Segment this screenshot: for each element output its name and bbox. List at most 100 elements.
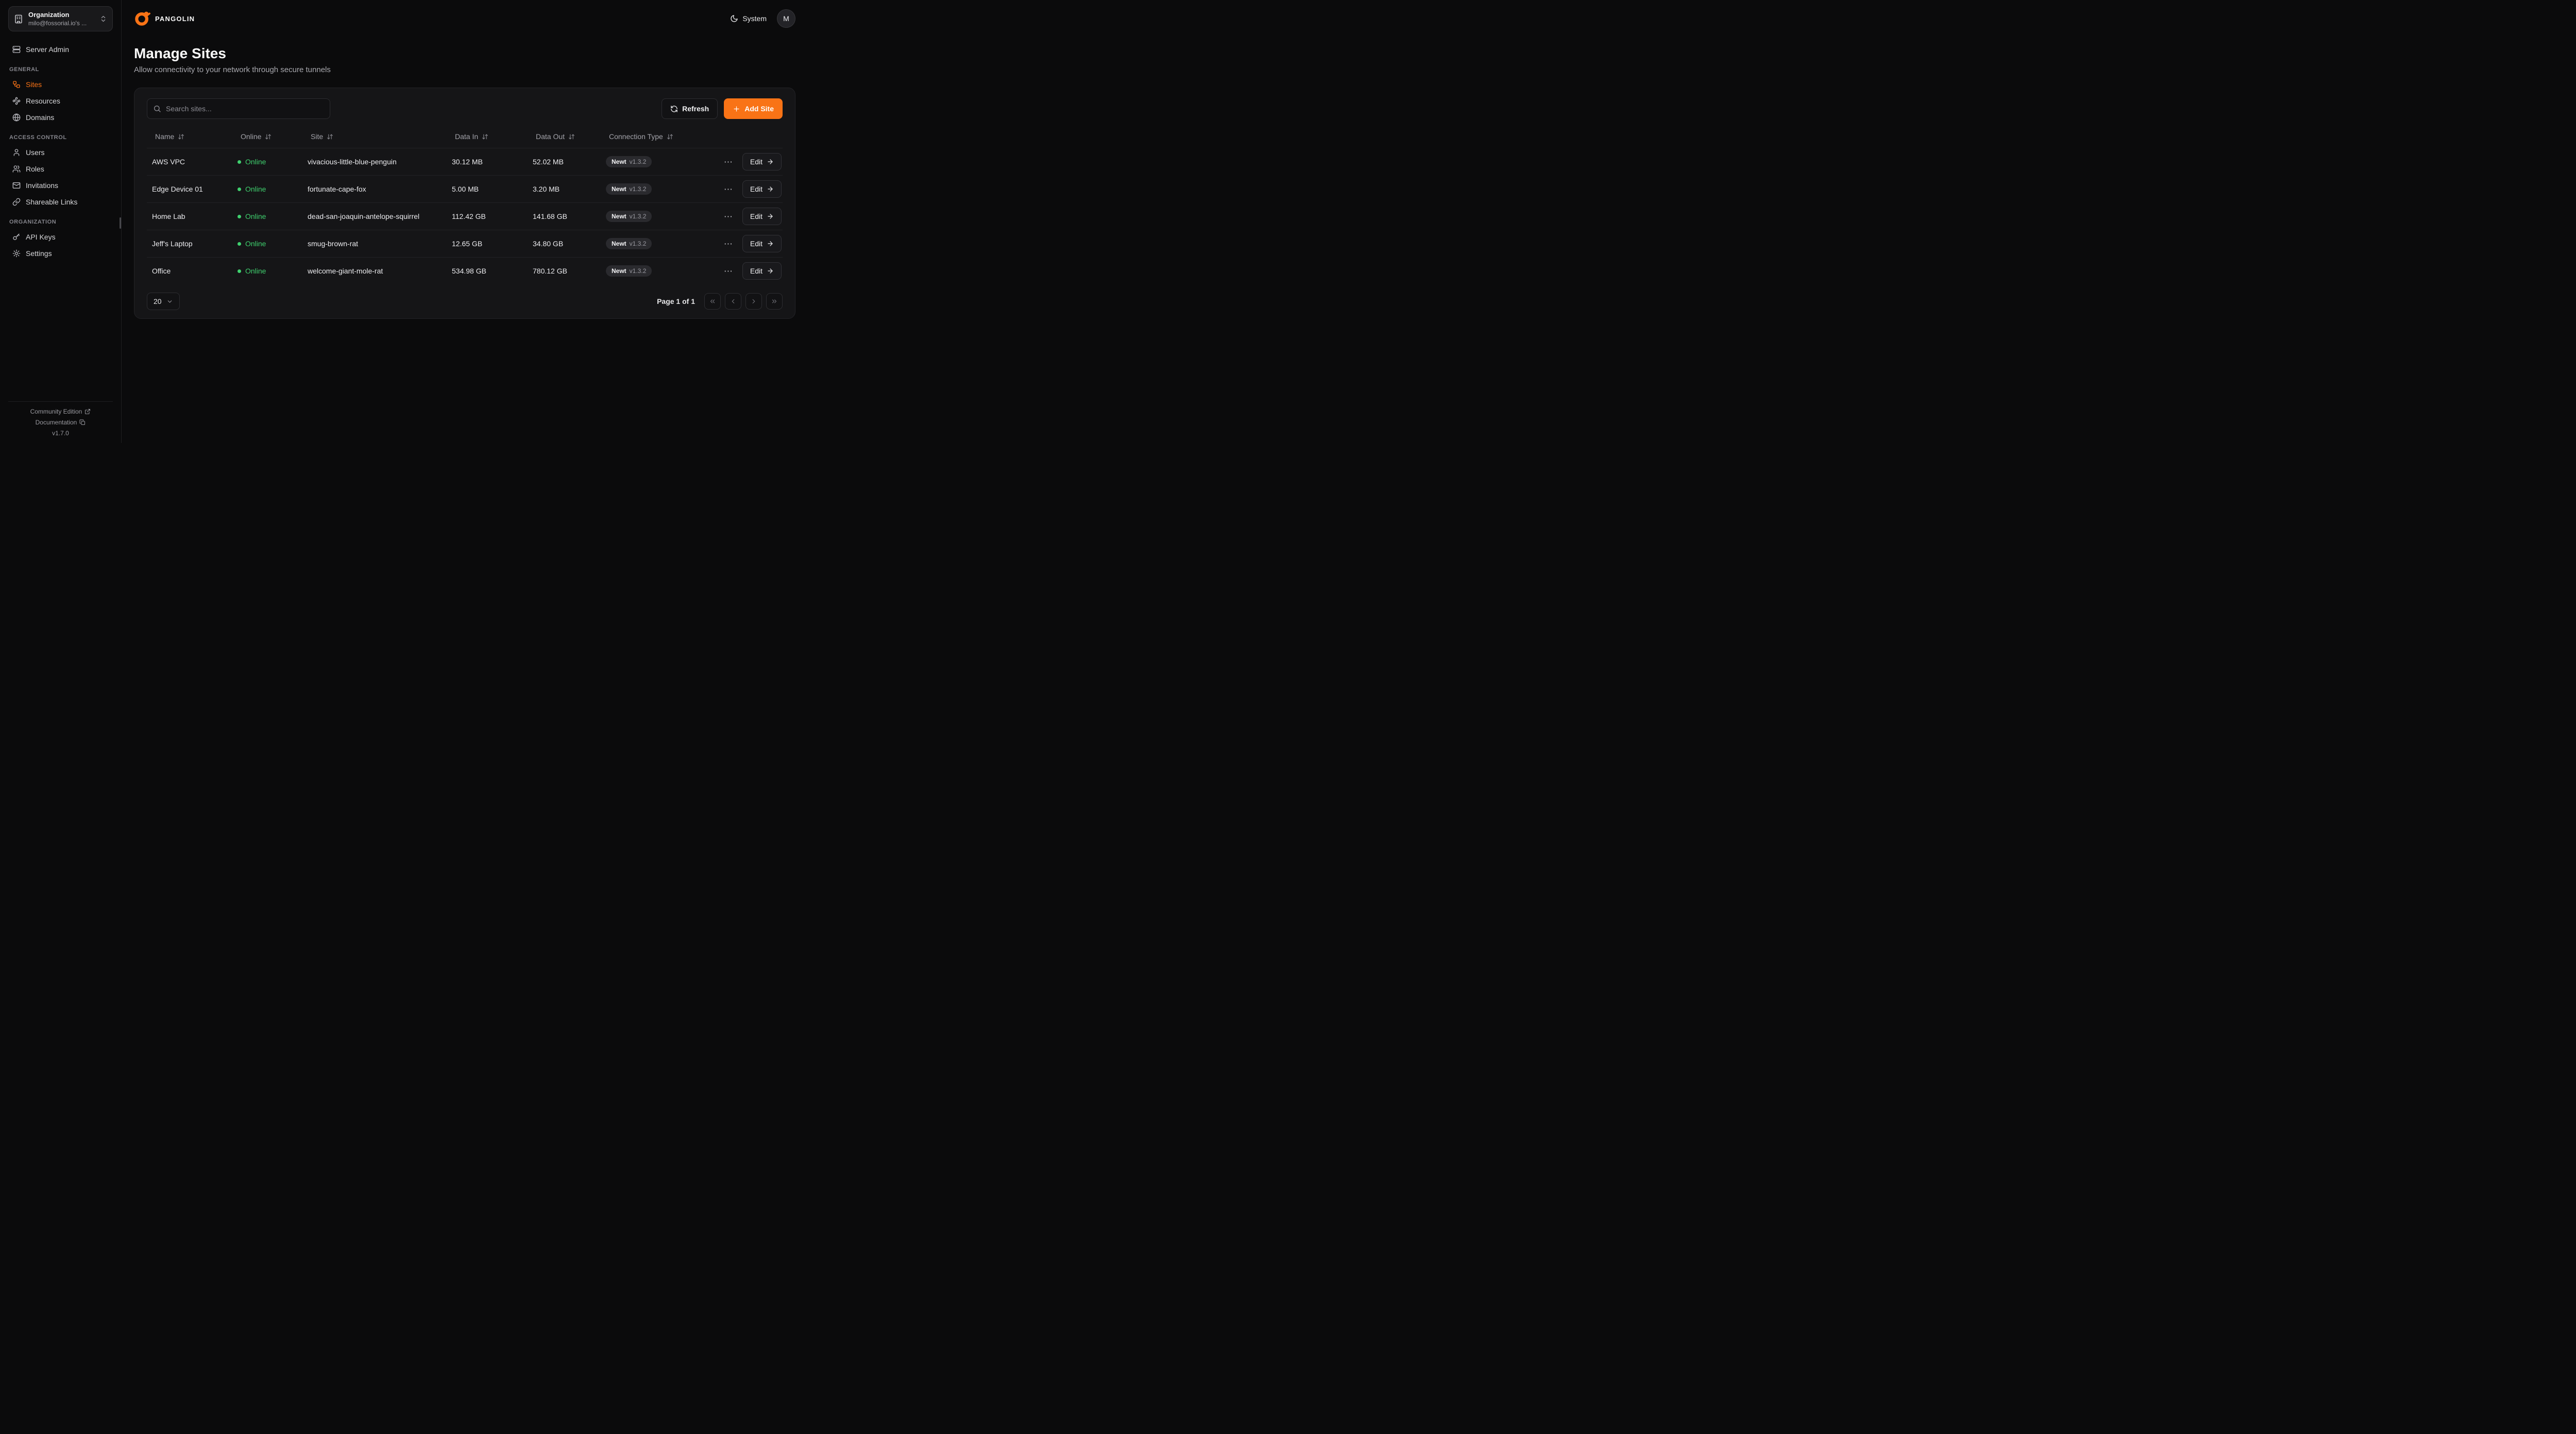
cell-actions: ⋯ Edit xyxy=(685,180,783,198)
link-icon xyxy=(12,198,21,206)
brand-name: PANGOLIN xyxy=(155,14,195,23)
section-label-organization: ORGANIZATION xyxy=(9,219,57,225)
row-menu-button[interactable]: ⋯ xyxy=(723,211,733,221)
section-label-general: GENERAL xyxy=(9,66,39,73)
arrow-right-icon xyxy=(767,213,774,220)
cell-online-status: Online xyxy=(232,212,302,220)
table-footer: 20 Page 1 of 1 xyxy=(147,293,783,310)
row-menu-button[interactable]: ⋯ xyxy=(723,184,733,194)
sidebar-item-server-admin[interactable]: Server Admin xyxy=(8,42,113,57)
cell-data-in: 112.42 GB xyxy=(452,212,486,220)
sidebar-item-users[interactable]: Users xyxy=(8,145,113,160)
connection-type-badge: Newt v1.3.2 xyxy=(606,156,652,167)
key-icon xyxy=(12,233,21,241)
last-page-button[interactable] xyxy=(766,293,783,310)
toolbar-actions: Refresh Add Site xyxy=(662,98,783,119)
sidebar-item-domains[interactable]: Domains xyxy=(8,110,113,125)
sidebar-item-label: Users xyxy=(26,148,45,157)
online-dot xyxy=(238,160,241,164)
search-input[interactable] xyxy=(147,98,330,119)
cell-site-id: dead-san-joaquin-antelope-squirrel xyxy=(308,212,420,220)
column-label: Data In xyxy=(455,132,479,141)
search-icon xyxy=(153,105,161,113)
sidebar-item-resources[interactable]: Resources xyxy=(8,93,113,109)
sidebar: Organization milo@fossorial.io's ... Ser… xyxy=(0,0,122,443)
connection-type-version: v1.3.2 xyxy=(629,213,647,220)
user-icon xyxy=(12,148,21,157)
sidebar-item-label: Roles xyxy=(26,165,44,173)
add-site-button[interactable]: Add Site xyxy=(724,98,783,119)
sidebar-item-label: API Keys xyxy=(26,233,56,241)
column-header-connection-type[interactable]: Connection Type xyxy=(601,132,685,141)
pager: Page 1 of 1 xyxy=(657,293,783,310)
community-edition-label: Community Edition xyxy=(30,408,82,415)
cell-data-in: 5.00 MB xyxy=(452,185,479,193)
org-switcher[interactable]: Organization milo@fossorial.io's ... xyxy=(8,6,113,31)
sidebar-item-invitations[interactable]: Invitations xyxy=(8,178,113,193)
cell-site-name: Office xyxy=(152,267,171,275)
sort-icon xyxy=(265,133,272,140)
connection-type-version: v1.3.2 xyxy=(629,240,647,247)
cell-online-status: Online xyxy=(232,240,302,248)
sidebar-scrollbar[interactable] xyxy=(120,217,121,229)
community-edition-link[interactable]: Community Edition xyxy=(8,408,113,415)
sites-toolbar: Refresh Add Site xyxy=(147,98,783,119)
edit-button[interactable]: Edit xyxy=(742,262,782,280)
row-menu-button[interactable]: ⋯ xyxy=(723,238,733,249)
column-header-data-out[interactable]: Data Out xyxy=(528,132,601,141)
cell-online-status: Online xyxy=(232,158,302,166)
table-header-row: Name Online Site Data In Data Out Connec… xyxy=(147,125,783,148)
row-menu-button[interactable]: ⋯ xyxy=(723,157,733,167)
cell-data-out: 52.02 MB xyxy=(533,158,564,166)
topbar-right: System M xyxy=(730,9,795,28)
edit-button[interactable]: Edit xyxy=(742,235,782,252)
edit-button[interactable]: Edit xyxy=(742,208,782,225)
cell-site-id: vivacious-little-blue-penguin xyxy=(308,158,397,166)
cell-actions: ⋯ Edit xyxy=(685,235,783,252)
connection-type-name: Newt xyxy=(612,213,626,220)
avatar[interactable]: M xyxy=(777,9,795,28)
arrow-right-icon xyxy=(767,267,774,275)
chevron-down-icon xyxy=(166,298,173,305)
column-header-name[interactable]: Name xyxy=(147,132,232,141)
sidebar-item-api-keys[interactable]: API Keys xyxy=(8,229,113,245)
online-dot xyxy=(238,269,241,273)
sidebar-item-label: Domains xyxy=(26,113,55,122)
documentation-link[interactable]: Documentation xyxy=(8,419,113,426)
sidebar-item-sites[interactable]: Sites xyxy=(8,77,113,92)
edit-label: Edit xyxy=(750,240,762,248)
globe-icon xyxy=(12,113,21,122)
column-header-site[interactable]: Site xyxy=(302,132,447,141)
connection-type-badge: Newt v1.3.2 xyxy=(606,265,652,277)
theme-toggle[interactable]: System xyxy=(730,14,767,23)
building-icon xyxy=(14,14,23,24)
column-header-online[interactable]: Online xyxy=(232,132,302,141)
org-switcher-text: Organization milo@fossorial.io's ... xyxy=(28,11,94,27)
sort-icon xyxy=(178,133,184,140)
refresh-button[interactable]: Refresh xyxy=(662,98,718,119)
cell-connection-type: Newt v1.3.2 xyxy=(601,265,685,277)
cell-data-out: 3.20 MB xyxy=(533,185,560,193)
version-label: v1.7.0 xyxy=(52,430,69,437)
sidebar-item-roles[interactable]: Roles xyxy=(8,161,113,177)
connection-type-name: Newt xyxy=(612,267,626,275)
previous-page-button[interactable] xyxy=(725,293,741,310)
sidebar-nav: Server Admin GENERAL Sites Resources Dom… xyxy=(8,42,113,262)
edit-button[interactable]: Edit xyxy=(742,153,782,170)
cell-data-out: 34.80 GB xyxy=(533,240,564,248)
row-menu-button[interactable]: ⋯ xyxy=(723,266,733,276)
next-page-button[interactable] xyxy=(745,293,762,310)
sidebar-item-settings[interactable]: Settings xyxy=(8,246,113,261)
cell-online-status: Online xyxy=(232,185,302,193)
page-size-select[interactable]: 20 xyxy=(147,293,180,310)
sidebar-item-label: Settings xyxy=(26,249,52,258)
sidebar-item-shareable-links[interactable]: Shareable Links xyxy=(8,194,113,210)
edit-button[interactable]: Edit xyxy=(742,180,782,198)
column-header-data-in[interactable]: Data In xyxy=(447,132,528,141)
external-link-icon xyxy=(84,408,91,415)
cell-site-name: Home Lab xyxy=(152,212,185,220)
plus-icon xyxy=(733,105,740,113)
first-page-button[interactable] xyxy=(704,293,721,310)
main-content: PANGOLIN System M Manage Sites Allow con… xyxy=(122,0,808,443)
refresh-icon xyxy=(670,105,678,113)
